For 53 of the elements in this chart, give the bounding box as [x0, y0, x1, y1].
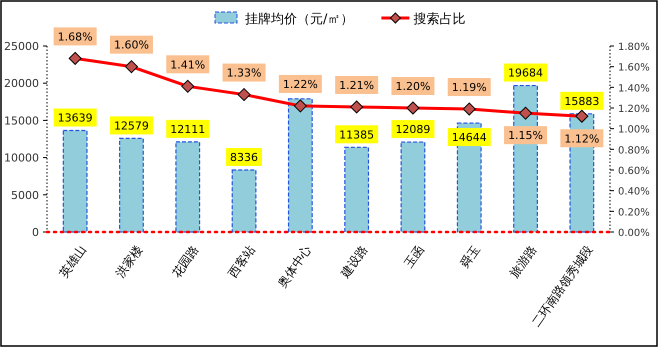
data-label: 1.41% — [170, 58, 206, 72]
data-label: 1.21% — [339, 78, 374, 92]
y2-tick-label: 1.60% — [618, 62, 650, 74]
legend-label: 搜索占比 — [413, 12, 466, 27]
data-label: 12111 — [170, 122, 206, 136]
x-tick-label: 洪家楼 — [112, 242, 146, 280]
y-tick-label: 15000 — [4, 114, 39, 128]
data-label: 19684 — [508, 66, 544, 80]
data-label: 15883 — [564, 94, 600, 108]
y2-tick-label: 0.80% — [618, 145, 650, 156]
data-label: 1.19% — [452, 81, 487, 94]
y-tick-label: 20000 — [4, 77, 39, 90]
y2-tick-label: 1.80% — [618, 42, 650, 53]
data-label: 1.20% — [395, 80, 430, 93]
y2-tick-label: 0.40% — [618, 186, 650, 198]
data-label: 11385 — [339, 128, 374, 142]
data-label: 14644 — [452, 131, 487, 144]
data-label: 12579 — [114, 119, 149, 132]
x-tick-label: 玉函 — [401, 242, 427, 270]
y2-tick-label: 0.00% — [618, 228, 650, 239]
x-tick-label: 奥体中心 — [275, 242, 314, 290]
bar — [344, 146, 370, 233]
data-label: 12089 — [395, 123, 430, 136]
x-tick-label: 英雄山 — [56, 242, 89, 280]
data-label: 1.33% — [226, 66, 262, 80]
x-tick-label: 舜玉 — [458, 242, 483, 270]
x-tick-label: 花园路 — [169, 242, 202, 280]
data-label: 1.12% — [564, 132, 600, 146]
y2-tick-label: 1.00% — [618, 124, 650, 136]
y2-tick-label: 1.40% — [618, 83, 650, 94]
bar — [175, 141, 200, 233]
data-label: 8336 — [230, 150, 258, 164]
data-label: 1.15% — [508, 129, 544, 142]
y-tick-label: 25000 — [4, 40, 39, 53]
data-label: 13639 — [58, 112, 93, 125]
y2-tick-label: 0.60% — [618, 166, 650, 177]
data-label: 1.68% — [58, 30, 93, 44]
data-label: 1.22% — [282, 78, 318, 91]
bar — [288, 98, 313, 233]
bar — [62, 130, 88, 233]
y2-tick-label: 0.20% — [618, 207, 650, 218]
data-label: 1.60% — [114, 38, 149, 52]
bar — [119, 138, 144, 233]
y-tick-label: 10000 — [4, 152, 39, 165]
x-tick-label: 旅游路 — [507, 242, 540, 280]
y2-tick-label: 1.20% — [618, 104, 650, 115]
bar — [400, 141, 426, 233]
x-tick-label: 建设路 — [338, 242, 370, 282]
legend-label: 挂牌均价（元/㎡） — [245, 12, 354, 27]
y-tick-label: 5000 — [11, 188, 39, 202]
x-tick-label: 西客站 — [226, 242, 258, 280]
bar — [232, 169, 256, 233]
y-tick-label: 0 — [32, 226, 39, 239]
